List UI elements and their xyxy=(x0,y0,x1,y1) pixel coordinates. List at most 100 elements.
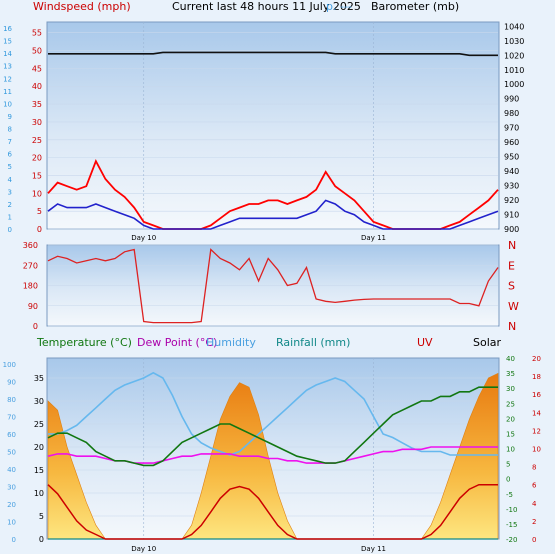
axis-layer: 0510152025303540455055012345678910111213… xyxy=(3,22,542,553)
wind-blue-tick: 12 xyxy=(3,75,12,83)
wind-left-tick: 25 xyxy=(32,136,42,145)
chart-title: Current last 48 hours 11 July 2025 xyxy=(172,0,361,13)
barometer-tick: 1040 xyxy=(504,22,524,31)
temperature-line xyxy=(47,386,498,467)
wind-blue-tick: 11 xyxy=(3,88,12,96)
barometer-tick: 1030 xyxy=(504,37,524,46)
barometer-tick: 910 xyxy=(504,211,519,220)
wind-left-tick: 15 xyxy=(32,171,42,180)
humidity-tick: 30 xyxy=(7,484,16,492)
humidity-tick: 70 xyxy=(7,414,16,422)
temp-right-tick: 10 xyxy=(506,446,515,454)
wind-left-tick: 40 xyxy=(32,82,42,91)
temp-right-tick: -10 xyxy=(506,506,517,514)
temp-right-tick: -20 xyxy=(506,536,517,544)
humidity-line xyxy=(48,371,498,456)
temp-left-tick: 35 xyxy=(34,374,44,383)
wind-left-tick: 45 xyxy=(32,64,42,73)
barometer-tick: 900 xyxy=(504,225,519,234)
barometer-tick: 990 xyxy=(504,95,519,104)
temp-right-tick: 0 xyxy=(506,476,510,484)
uv-tick: 0 xyxy=(532,536,536,544)
wind-blue-tick: 10 xyxy=(3,100,12,108)
wind-blue-tick: 5 xyxy=(8,163,12,171)
humidity-tick: 0 xyxy=(12,536,16,544)
humidity-tick: 60 xyxy=(7,431,16,439)
temp-right-tick: 35 xyxy=(506,370,515,378)
temp-day-label: Day 10 xyxy=(131,545,156,553)
compass-label: S xyxy=(508,280,515,293)
uv-tick: 12 xyxy=(532,427,541,435)
humidity-tick: 90 xyxy=(7,379,16,387)
wind-blue-tick: 6 xyxy=(8,151,13,159)
wind-day-label: Day 10 xyxy=(131,234,156,242)
humidity-tick: 20 xyxy=(7,501,16,509)
direction-tick: 90 xyxy=(28,302,38,311)
temp-left-tick: 5 xyxy=(39,512,44,521)
windspeed-label: Windspeed (mph) xyxy=(33,0,131,13)
uv-tick: 16 xyxy=(532,391,541,399)
temp-right-tick: 40 xyxy=(506,355,515,363)
humidity-tick: 10 xyxy=(7,519,16,527)
wind-blue-tick: 8 xyxy=(8,126,12,134)
direction-tick: 180 xyxy=(23,282,38,291)
direction-tick: 360 xyxy=(23,241,38,250)
direction-tick: 270 xyxy=(23,261,38,270)
barometer-tick: 930 xyxy=(504,182,519,191)
wind-blue-tick: 9 xyxy=(8,113,12,121)
wind-left-tick: 30 xyxy=(32,118,42,127)
uv-line xyxy=(47,483,498,540)
wind-blue-tick: 15 xyxy=(3,38,12,46)
temp-right-tick: -5 xyxy=(506,491,513,499)
barometer-label: Barometer (mb) xyxy=(371,0,459,13)
wind-blue-tick: 13 xyxy=(3,63,12,71)
wind-day-label: Day 11 xyxy=(361,234,386,242)
compass-label: N xyxy=(508,320,516,333)
temp-right-tick: -15 xyxy=(506,521,517,529)
legend-solar: Solar xyxy=(473,336,502,349)
uv-tick: 2 xyxy=(532,518,536,526)
wind-left-tick: 50 xyxy=(32,47,42,56)
temp-left-tick: 20 xyxy=(34,443,44,452)
wind-blue-tick: 0 xyxy=(8,226,12,234)
barometer-tick: 1000 xyxy=(504,80,524,89)
temp-right-tick: 30 xyxy=(506,385,515,393)
barometer-tick: 950 xyxy=(504,153,519,162)
wind-left-tick: 35 xyxy=(32,100,42,109)
overlap-text: p. --- xyxy=(326,0,352,13)
temp-left-tick: 10 xyxy=(34,489,44,498)
uv-tick: 14 xyxy=(532,409,541,417)
barometer-tick: 960 xyxy=(504,138,519,147)
direction-tick: 0 xyxy=(33,322,38,331)
wind-left-tick: 5 xyxy=(37,207,42,216)
temp-right-tick: 25 xyxy=(506,400,515,408)
wind-blue-tick: 16 xyxy=(3,25,12,33)
legend-rainfall: Rainfall (mm) xyxy=(276,336,350,349)
humidity-tick: 40 xyxy=(7,466,16,474)
temp-left-tick: 25 xyxy=(34,420,44,429)
wind-left-tick: 10 xyxy=(32,189,42,198)
wind-blue-tick: 4 xyxy=(8,176,13,184)
wind-blue-tick: 1 xyxy=(8,213,12,221)
temp-day-label: Day 11 xyxy=(361,545,386,553)
wind-blue-tick: 2 xyxy=(8,201,12,209)
wind-blue-tick: 3 xyxy=(8,188,12,196)
uv-tick: 8 xyxy=(532,464,536,472)
uv-tick: 20 xyxy=(532,355,541,363)
wind-left-tick: 20 xyxy=(32,154,42,163)
uv-tick: 6 xyxy=(532,482,537,490)
uv-tick: 18 xyxy=(532,373,541,381)
series-layer xyxy=(47,51,499,540)
legend-uv: UV xyxy=(417,336,433,349)
barometer-tick: 1020 xyxy=(504,51,524,60)
barometer-tick: 940 xyxy=(504,167,519,176)
average-wind-line xyxy=(47,199,499,230)
barometer-tick: 980 xyxy=(504,109,519,118)
compass-label: E xyxy=(508,259,515,272)
barometer-tick: 920 xyxy=(504,196,519,205)
temp-right-tick: 5 xyxy=(506,461,510,469)
compass-label: W xyxy=(508,300,519,313)
wind-blue-tick: 14 xyxy=(3,50,12,58)
humidity-tick: 100 xyxy=(3,361,16,369)
